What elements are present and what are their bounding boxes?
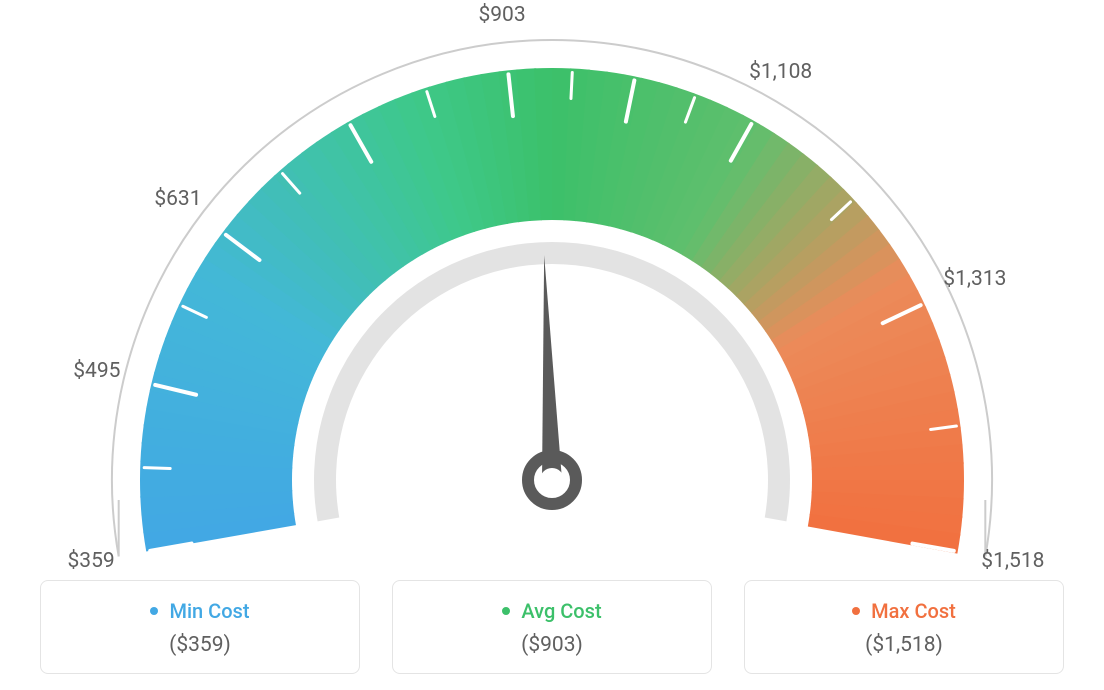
dot-icon (852, 607, 860, 615)
gauge-tick-label: $359 (68, 549, 115, 573)
dot-icon (502, 607, 510, 615)
legend-min-cost: Min Cost ($359) (40, 580, 360, 674)
gauge-tick-label: $903 (478, 3, 525, 27)
gauge-tick-label: $1,108 (749, 60, 812, 84)
gauge-svg (0, 0, 1104, 560)
cost-gauge-chart: $359$495$631$903$1,108$1,313$1,518 (0, 0, 1104, 560)
gauge-tick-label: $495 (73, 359, 120, 383)
legend-max-value: ($1,518) (755, 633, 1053, 657)
legend-avg-cost: Avg Cost ($903) (392, 580, 712, 674)
legend-avg-title: Avg Cost (403, 599, 701, 623)
legend-max-cost: Max Cost ($1,518) (744, 580, 1064, 674)
legend-avg-label: Avg Cost (521, 599, 601, 623)
dot-icon (150, 607, 158, 615)
gauge-tick-label: $631 (154, 187, 201, 211)
legend-min-title: Min Cost (51, 599, 349, 623)
legend-max-title: Max Cost (755, 599, 1053, 623)
legend-min-label: Min Cost (169, 599, 249, 623)
legend-row: Min Cost ($359) Avg Cost ($903) Max Cost… (0, 580, 1104, 674)
gauge-tick-label: $1,313 (943, 267, 1006, 291)
legend-avg-value: ($903) (403, 633, 701, 657)
legend-max-label: Max Cost (871, 599, 956, 623)
gauge-tick-label: $1,518 (981, 549, 1044, 573)
legend-min-value: ($359) (51, 633, 349, 657)
